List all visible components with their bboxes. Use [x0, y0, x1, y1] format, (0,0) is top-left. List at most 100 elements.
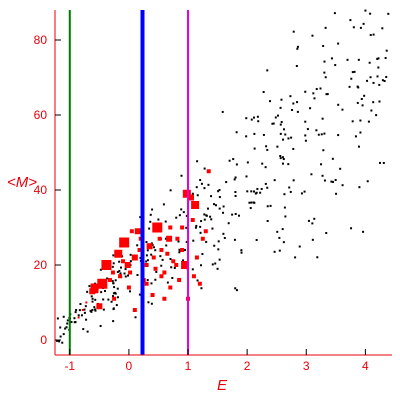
y-tick-label: 80: [34, 33, 48, 47]
black-data-point: [245, 135, 248, 138]
black-data-point: [209, 215, 212, 218]
black-data-point: [59, 335, 62, 338]
red-data-point: [132, 308, 137, 312]
black-data-point: [360, 98, 363, 101]
black-data-point: [315, 88, 318, 91]
red-data-point: [153, 266, 158, 271]
black-data-point: [262, 90, 265, 93]
black-data-point: [315, 129, 318, 132]
axes-layer: [54, 10, 392, 356]
black-data-point: [311, 222, 314, 225]
black-data-point: [356, 85, 359, 88]
black-data-point: [265, 145, 268, 148]
black-data-point: [366, 180, 369, 183]
black-data-point: [222, 211, 225, 214]
black-data-point: [256, 187, 259, 190]
black-data-point: [191, 192, 194, 195]
black-data-point: [282, 128, 285, 131]
black-data-point: [233, 238, 236, 241]
x-tick-label: 2: [244, 359, 251, 373]
black-data-point: [246, 190, 249, 193]
x-tick-label: -1: [64, 359, 75, 373]
black-data-point: [385, 75, 388, 78]
black-data-point: [280, 121, 283, 124]
black-data-point: [127, 274, 130, 277]
black-data-point: [296, 101, 299, 104]
black-data-point: [62, 315, 65, 318]
black-data-point: [330, 57, 333, 60]
black-data-point: [273, 179, 276, 182]
red-data-point: [124, 262, 131, 268]
black-data-point: [252, 116, 255, 119]
black-data-point: [311, 34, 314, 37]
black-data-point: [387, 12, 390, 15]
black-data-point: [234, 212, 237, 215]
y-axis-title: <M>: [7, 174, 37, 191]
black-data-point: [331, 157, 334, 160]
black-data-point: [282, 138, 285, 141]
black-data-point: [159, 255, 162, 258]
black-data-point: [180, 174, 183, 177]
black-data-point: [138, 293, 141, 296]
black-data-point: [84, 305, 87, 308]
black-data-point: [210, 218, 213, 221]
black-data-point: [381, 79, 384, 82]
black-data-point: [291, 108, 294, 111]
black-data-point: [296, 110, 299, 113]
black-data-point: [216, 267, 219, 270]
black-data-point: [254, 192, 257, 195]
black-data-point: [304, 134, 307, 137]
black-data-point: [214, 204, 217, 207]
black-data-point: [185, 214, 188, 217]
black-data-point: [115, 304, 118, 307]
red-data-point: [177, 278, 182, 282]
red-data-point: [110, 270, 115, 275]
red-data-point: [114, 249, 123, 258]
red-data-point: [175, 236, 180, 241]
red-data-point: [146, 243, 153, 250]
black-data-point: [250, 190, 253, 193]
black-data-point: [150, 282, 153, 285]
black-data-point: [295, 65, 298, 68]
x-tick-label: 4: [362, 359, 369, 373]
black-data-point: [325, 93, 328, 96]
black-data-point: [155, 270, 158, 273]
red-data-point: [162, 270, 167, 275]
red-data-point: [180, 248, 185, 252]
black-data-point: [83, 311, 86, 314]
black-data-point: [227, 222, 230, 225]
black-data-point: [61, 341, 64, 344]
black-data-point: [264, 182, 267, 185]
black-data-point: [75, 309, 78, 312]
black-data-point: [129, 253, 132, 256]
black-data-point: [352, 26, 355, 29]
black-data-point: [326, 93, 329, 96]
red-data-point: [131, 254, 138, 261]
black-data-point: [107, 298, 110, 301]
black-data-point: [238, 214, 241, 217]
black-data-point: [218, 258, 221, 261]
black-data-point: [145, 254, 148, 257]
black-data-point: [322, 44, 325, 47]
black-data-point: [62, 333, 65, 336]
black-data-point: [279, 123, 282, 126]
black-data-point: [234, 287, 237, 290]
red-data-point: [191, 274, 196, 279]
black-data-point: [284, 215, 287, 218]
black-data-point: [287, 137, 290, 140]
black-data-point: [207, 183, 210, 186]
black-data-point: [217, 248, 220, 251]
black-data-point: [378, 100, 381, 103]
black-data-point: [303, 190, 306, 193]
black-data-point: [199, 231, 202, 234]
black-data-point: [234, 194, 237, 197]
black-data-point: [200, 182, 203, 185]
black-data-point: [372, 81, 375, 84]
black-data-point: [337, 134, 340, 137]
black-data-point: [203, 187, 206, 190]
black-data-point: [120, 266, 123, 269]
black-data-point: [331, 180, 334, 183]
black-data-point: [369, 76, 372, 79]
black-data-point: [245, 117, 248, 120]
